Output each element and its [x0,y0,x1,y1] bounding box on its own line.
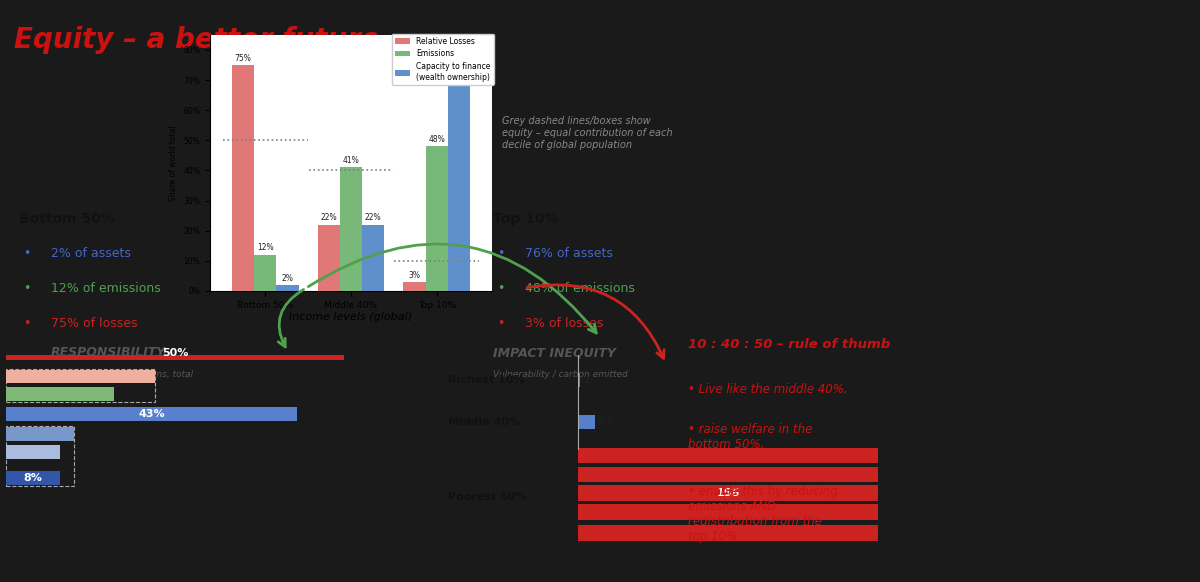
Bar [232,65,254,291]
Bar [6,471,60,485]
Text: 76%: 76% [451,51,468,59]
Bar [6,407,296,421]
FancyArrowPatch shape [308,244,596,333]
Bar [578,525,878,541]
Text: 22%: 22% [320,214,337,222]
Text: 41%: 41% [343,156,359,165]
Text: Equity – a better future ...: Equity – a better future ... [14,26,421,54]
Text: 8.5: 8.5 [598,417,614,427]
Bar [578,373,581,388]
Bar [578,467,878,482]
Bar [6,445,60,459]
Bar [6,346,344,360]
Text: 2% of assets: 2% of assets [52,247,131,260]
Text: Richest 10%: Richest 10% [448,375,524,385]
Text: 75%: 75% [234,54,251,63]
Text: • enable this by reducing
emissions AND
redistribution from the
top 10%: • enable this by reducing emissions AND … [688,485,838,542]
X-axis label: Income levels (global): Income levels (global) [289,313,413,322]
Bar [403,282,426,291]
Text: 8%: 8% [24,473,42,483]
Text: •: • [23,282,31,295]
Text: • raise welfare in the
bottom 50%,: • raise welfare in the bottom 50%, [688,423,812,451]
Text: •: • [23,317,31,330]
FancyArrowPatch shape [527,285,664,359]
Bar [276,285,299,291]
Text: •: • [498,282,505,295]
Text: 2%: 2% [282,274,294,283]
Bar [6,388,114,401]
Bar [6,368,155,402]
Bar [340,168,362,291]
Text: Carbon dioxide emissions, total: Carbon dioxide emissions, total [52,370,193,378]
Y-axis label: Share of world total: Share of world total [169,125,178,201]
Bar [578,485,878,501]
Text: 1: 1 [584,375,590,385]
Text: 156: 156 [716,488,739,498]
Text: 12%: 12% [257,243,274,253]
Bar [6,426,73,486]
Bar [6,427,73,441]
Bar [578,448,878,463]
Text: 43%: 43% [138,409,164,419]
Text: IMPACT INEQUITY: IMPACT INEQUITY [493,346,616,359]
FancyArrowPatch shape [278,289,304,347]
Legend: Relative Losses, Emissions, Capacity to finance
(wealth ownership): Relative Losses, Emissions, Capacity to … [392,34,494,85]
Text: Grey dashed lines/boxes show
equity – equal contribution of each
decile of globa: Grey dashed lines/boxes show equity – eq… [503,116,673,150]
Text: Middle 40%: Middle 40% [448,417,520,427]
Text: 3%: 3% [408,271,420,279]
Text: 50%: 50% [162,349,188,359]
Text: Poorest 50%: Poorest 50% [448,492,527,502]
Bar [318,225,340,291]
Text: 12% of emissions: 12% of emissions [52,282,161,295]
Text: •: • [498,317,505,330]
Text: 10 : 40 : 50 – rule of thumb: 10 : 40 : 50 – rule of thumb [688,338,890,351]
Text: 3% of losses: 3% of losses [526,317,604,330]
Text: 76% of assets: 76% of assets [526,247,613,260]
Bar [426,147,448,291]
Bar [578,504,878,520]
Text: 22%: 22% [365,214,382,222]
Bar [448,62,470,291]
Bar [6,370,155,384]
Text: 48% of emissions: 48% of emissions [526,282,635,295]
Text: 48%: 48% [428,135,445,144]
Text: Vulnerability / carbon emitted: Vulnerability / carbon emitted [493,370,628,378]
Text: 75% of losses: 75% of losses [52,317,138,330]
Text: •: • [498,247,505,260]
Bar [254,255,276,291]
Text: Bottom 50%: Bottom 50% [19,212,114,226]
Text: •: • [23,247,31,260]
Text: • Live like the middle 40%,: • Live like the middle 40%, [688,383,847,396]
Bar [362,225,384,291]
Text: Example – Carbon dioxide emission contribution -
Climate Inequality Report 31 Ja: Example – Carbon dioxide emission contri… [446,23,734,45]
Text: RESPONSIBILITY: RESPONSIBILITY [52,346,167,359]
Text: Top 10%: Top 10% [493,212,558,226]
Bar [578,415,595,430]
